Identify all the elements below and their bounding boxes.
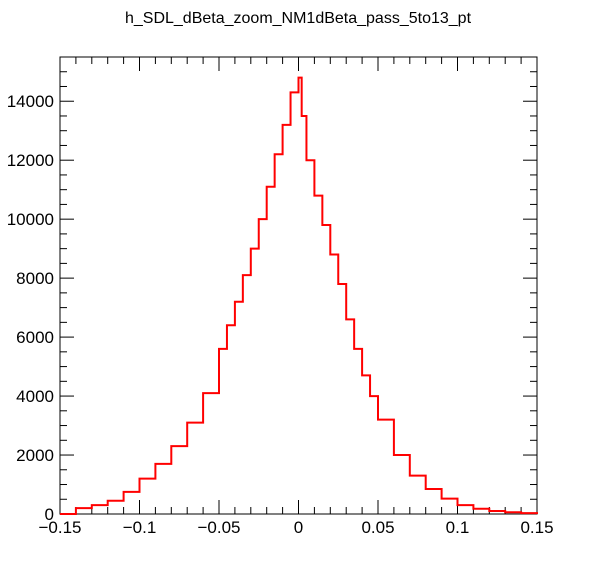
y-tick-label: 8000: [16, 269, 54, 288]
x-tick-label: −0.1: [123, 518, 157, 537]
y-axis: 0 2000 4000 6000 8000 10000 12000 14000: [7, 56, 537, 524]
y-tick-label: 2000: [16, 446, 54, 465]
plot-border: [59, 56, 538, 515]
y-tick-label: 12000: [7, 151, 54, 170]
histogram-series: [60, 76, 538, 515]
x-tick-label: 0.1: [446, 518, 470, 537]
x-tick-label: −0.15: [38, 518, 81, 537]
chart-title: h_SDL_dBeta_zoom_NM1dBeta_pass_5to13_pt: [124, 10, 472, 27]
x-axis: −0.15 −0.1 −0.05 0 0.05 0.1 0.15: [38, 57, 554, 537]
y-tick-label: 10000: [7, 210, 54, 229]
y-tick-label: 6000: [16, 328, 54, 347]
x-tick-label: 0.05: [361, 518, 394, 537]
x-tick-label: −0.05: [197, 518, 240, 537]
x-tick-label: 0.15: [520, 518, 553, 537]
x-tick-label: 0: [294, 518, 303, 537]
plot-frame: [59, 56, 538, 515]
y-tick-label: 4000: [16, 387, 54, 406]
y-tick-label: 14000: [7, 92, 54, 111]
y-tick-label: 0: [45, 505, 54, 524]
